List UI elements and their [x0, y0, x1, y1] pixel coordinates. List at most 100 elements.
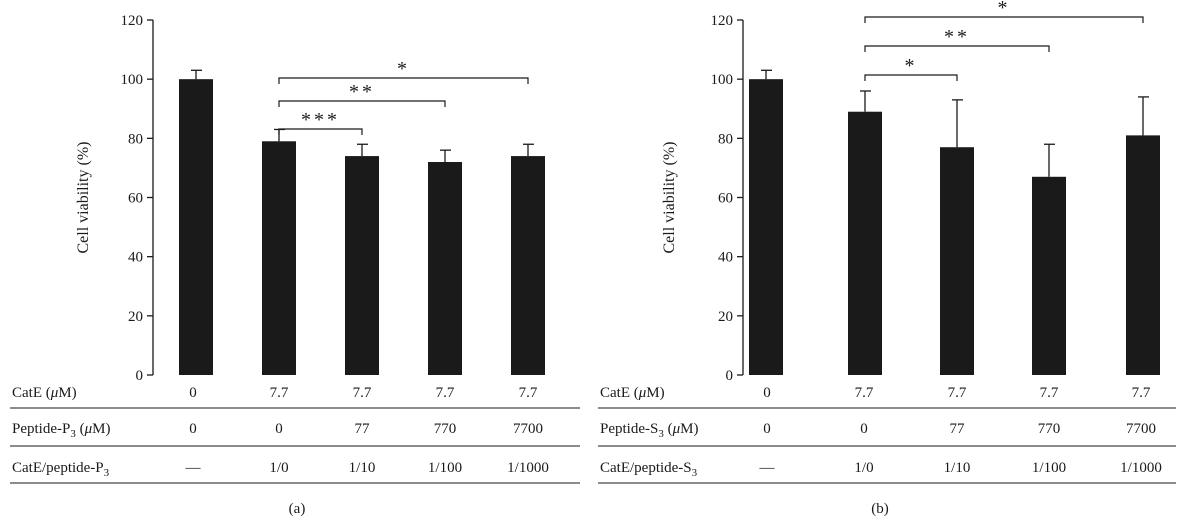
panel-a-significance-bracket: * [278, 58, 529, 84]
panel-a-table-cell: 0 [275, 421, 283, 437]
row-label-text: M) [680, 421, 698, 437]
panel-a-bar [179, 79, 213, 376]
panel-a-significance-bracket: *** [278, 109, 363, 135]
panel-b-table-cell: — [759, 460, 776, 476]
panel-b-significance-line [864, 16, 1144, 23]
panel-a-significance-bracket: ** [278, 81, 446, 107]
row-label-text: Peptide-P [12, 421, 70, 437]
panel-a-table-cell: 7.7 [270, 385, 289, 401]
panel-a-significance-stars: * [397, 58, 410, 80]
panel-b-row-label: Peptide-S3 (μM) [600, 421, 698, 440]
row-label-text: CatE/peptide-P [12, 460, 104, 476]
panel-b-y-tick-label: 40 [718, 250, 733, 266]
panel-b-table-cell: 0 [860, 421, 868, 437]
panel-b-y-tick-label: 100 [711, 72, 734, 88]
panel-a-significance-stars: *** [301, 109, 340, 131]
panel-a-significance-line [278, 100, 446, 107]
row-label-subscript: 3 [70, 428, 76, 440]
panel-b-table-cell: 770 [1038, 421, 1061, 437]
panel-b-bar [940, 147, 974, 375]
panel-b-significance-bracket: ** [864, 26, 1050, 52]
row-label-subscript: 3 [658, 428, 664, 440]
row-label-text: CatE ( [600, 385, 639, 401]
panel-b-table-cell: 7.7 [855, 385, 874, 401]
panel-a-table-cell: 0 [189, 385, 197, 401]
panel-a-table-cell: 0 [189, 421, 197, 437]
row-label-text: M) [646, 385, 664, 401]
panel-a-table-cell: 1/0 [269, 460, 288, 476]
panel-b-table-cell: 7.7 [1132, 385, 1151, 401]
panel-b-y-tick-label: 0 [726, 368, 734, 384]
panel-b-table-cell: 7.7 [1040, 385, 1059, 401]
panel-b-significance-line [864, 74, 958, 81]
panel-b-table-cell: 7700 [1126, 421, 1156, 437]
panel-a-table-cell: 1/1000 [507, 460, 549, 476]
panel-b-significance-bracket: * [864, 55, 958, 81]
panel-b-table-cell: 0 [763, 385, 771, 401]
panel-b-y-tick-label: 120 [711, 13, 734, 29]
row-label-subscript: 3 [692, 467, 698, 479]
panel-b-row-label: CatE/peptide-S3 [600, 460, 698, 479]
panel-a-table-cell: — [185, 460, 202, 476]
row-label-subscript: 3 [104, 467, 110, 479]
panel-a-y-axis-label: Cell viability (%) [75, 142, 92, 254]
panel-b-significance-stars: * [998, 0, 1011, 19]
panel-a-significance-line [278, 77, 529, 84]
panel-a-significance-stars: ** [349, 81, 375, 103]
panel-b-y-tick-label: 80 [718, 131, 733, 147]
row-label-text: Peptide-S [600, 421, 658, 437]
panel-a-bar [345, 156, 379, 375]
row-label-italic: μ [672, 421, 681, 437]
panel-a-y-tick-label: 100 [121, 72, 144, 88]
panel-b-significance-bracket: * [864, 0, 1144, 23]
panel-a-bar [511, 156, 545, 375]
row-label-text: ( [664, 421, 673, 437]
panel-b-table-cell: 1/10 [944, 460, 971, 476]
panel-a-table-cell: 1/100 [428, 460, 462, 476]
panel-b-table-cell: 77 [950, 421, 966, 437]
row-label-text: CatE/peptide-S [600, 460, 692, 476]
panel-b-panel-label: (b) [871, 501, 889, 517]
panel-a-table-cell: 7700 [513, 421, 543, 437]
row-label-text: M) [58, 385, 76, 401]
panel-b-significance-line [864, 45, 1050, 52]
panel-b-table-cell: 7.7 [948, 385, 967, 401]
panel-a-bar [428, 162, 462, 375]
panel-a-table-cell: 770 [434, 421, 457, 437]
panel-b-table-cell: 0 [763, 421, 771, 437]
panel-a-y-tick-label: 80 [128, 131, 143, 147]
row-label-italic: μ [50, 385, 59, 401]
panel-b-significance-stars: ** [944, 26, 970, 48]
panel-a-row-label: CatE (μM) [12, 385, 77, 401]
panel-b-bar [1126, 135, 1160, 375]
panel-b-bar [848, 111, 882, 375]
panel-a-panel-label: (a) [289, 501, 306, 517]
panel-a-y-tick-label: 20 [128, 309, 143, 325]
panel-a-y-tick-label: 0 [136, 368, 144, 384]
panel-a-row-label: CatE/peptide-P3 [12, 460, 110, 479]
panel-b-table-cell: 1/1000 [1120, 460, 1162, 476]
row-label-text: CatE ( [12, 385, 51, 401]
panel-a-row-label: Peptide-P3 (μM) [12, 421, 110, 440]
panel-b-bar [749, 79, 783, 376]
row-label-italic: μ [638, 385, 647, 401]
panel-b-significance-stars: * [905, 55, 918, 77]
panel-a-y-tick-label: 120 [121, 13, 144, 29]
row-label-text: ( [76, 421, 85, 437]
panel-a-table-cell: 7.7 [519, 385, 538, 401]
row-label-text: M) [92, 421, 110, 437]
panel-a-y-tick-label: 40 [128, 250, 143, 266]
panel-b-y-tick-label: 60 [718, 191, 733, 207]
panel-a-table-cell: 7.7 [436, 385, 455, 401]
row-label-italic: μ [84, 421, 93, 437]
panel-b-y-axis-label: Cell viability (%) [661, 142, 678, 254]
panel-b-table-cell: 1/100 [1032, 460, 1066, 476]
panel-a-significance-line [278, 128, 363, 135]
panel-b-bar [1032, 176, 1066, 375]
panel-a-bar [262, 141, 296, 375]
panel-a-table-cell: 77 [355, 421, 371, 437]
panel-b-table-cell: 1/0 [854, 460, 873, 476]
panel-a-table-cell: 1/10 [349, 460, 376, 476]
